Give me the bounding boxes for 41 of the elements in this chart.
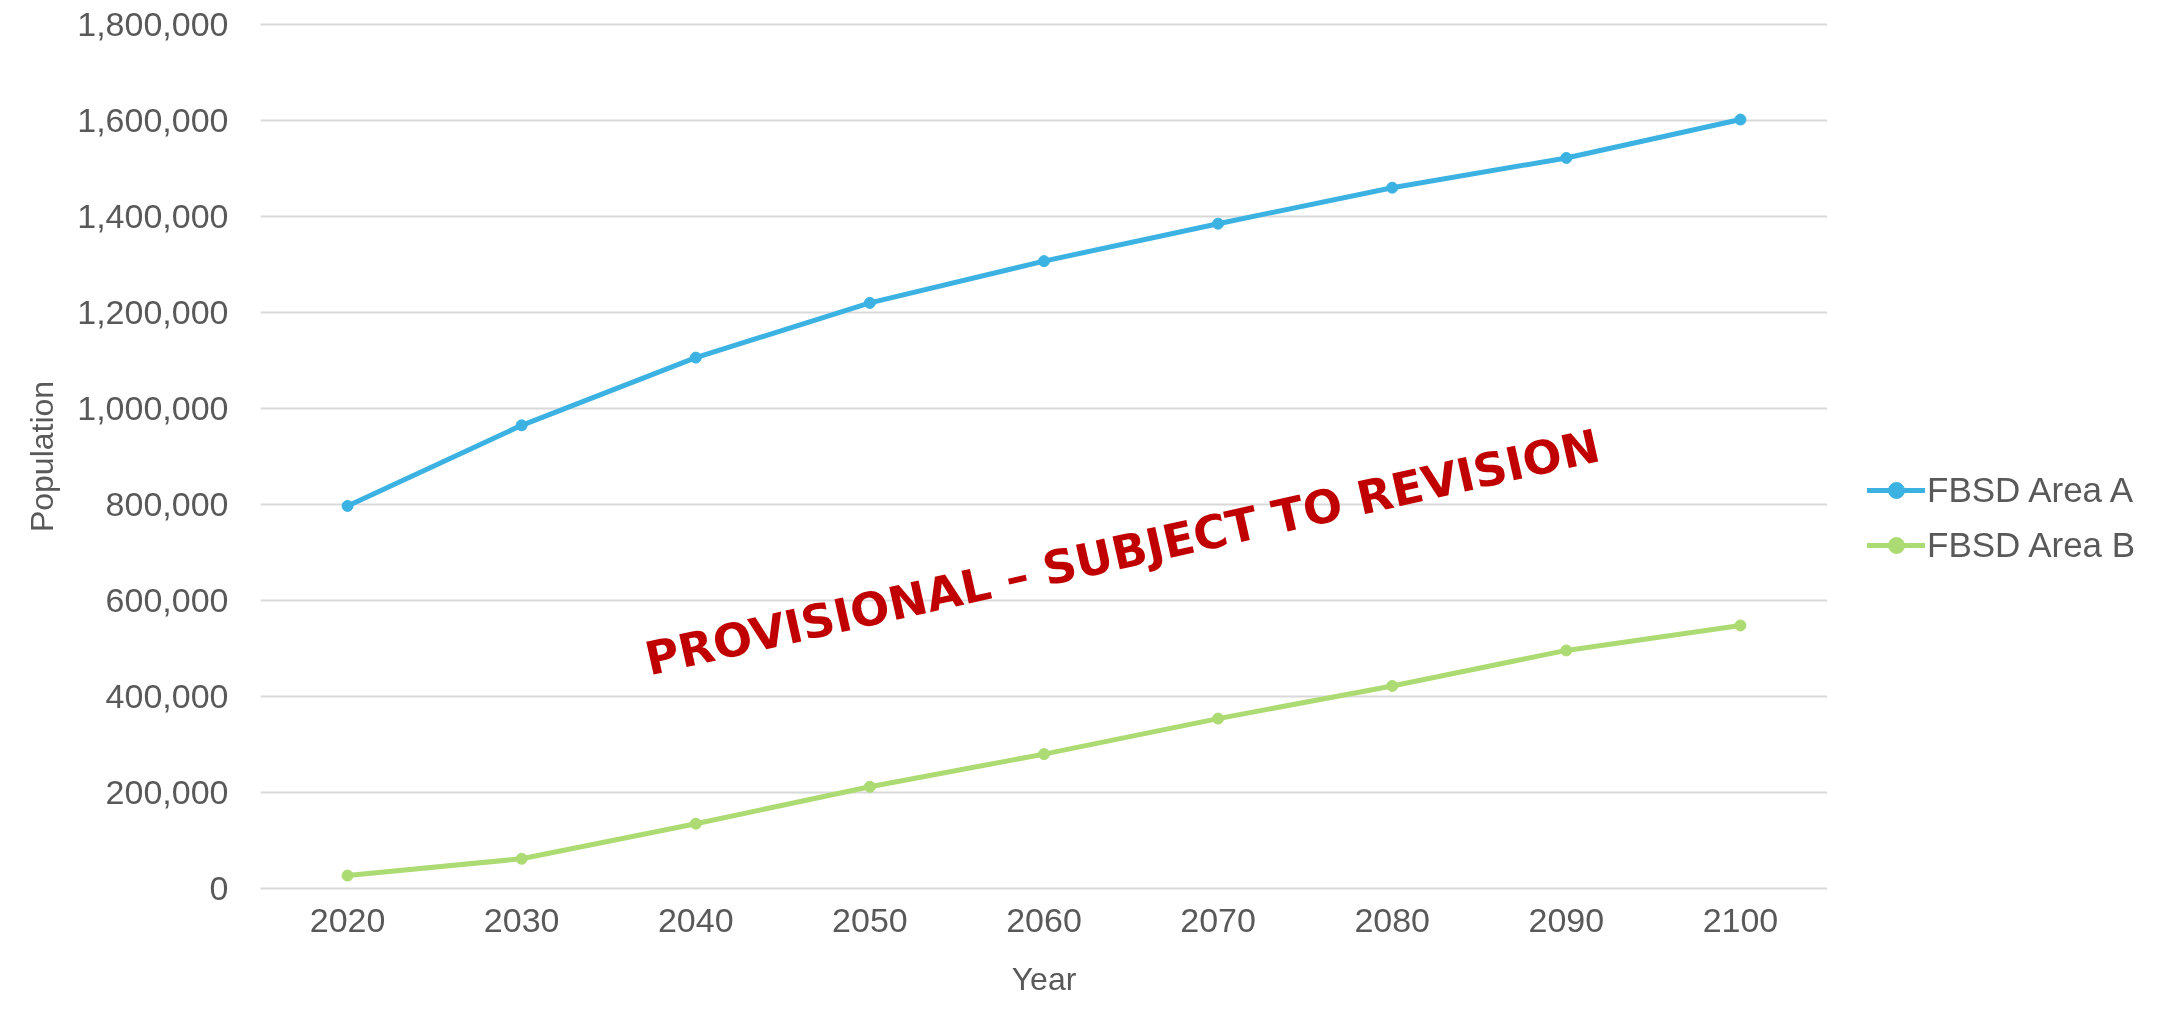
legend-label: FBSD Area A xyxy=(1927,470,2134,510)
y-tick-label: 1,000,000 xyxy=(77,389,229,427)
x-tick-label: 2080 xyxy=(1354,900,1431,939)
point xyxy=(1038,748,1050,761)
point xyxy=(1560,151,1573,164)
point xyxy=(1386,679,1399,692)
legend-label: FBSD Area B xyxy=(1927,525,2136,565)
point xyxy=(341,499,354,512)
x-tick-label: 2030 xyxy=(483,900,560,939)
x-tick-label: 2050 xyxy=(832,900,908,939)
x-tick-label: 2060 xyxy=(1006,900,1082,939)
y-axis-title: Population xyxy=(24,380,61,533)
point xyxy=(689,817,702,830)
point xyxy=(1212,217,1225,230)
point xyxy=(515,852,528,865)
point xyxy=(863,296,876,309)
x-tick-label: 2020 xyxy=(309,900,386,939)
x-tick-label: 2070 xyxy=(1180,900,1256,939)
y-tick-label: 1,600,000 xyxy=(77,101,229,139)
y-tick-label: 400,000 xyxy=(105,677,229,715)
x-tick-label: 2040 xyxy=(657,900,734,939)
point xyxy=(1212,712,1225,725)
y-tick-label: 200,000 xyxy=(105,773,229,811)
x-tick-label: 2100 xyxy=(1702,900,1779,939)
point xyxy=(863,780,876,793)
point xyxy=(689,351,702,364)
y-tick-label: 0 xyxy=(209,869,229,907)
y-tick-label: 1,200,000 xyxy=(77,293,229,331)
y-tick-label: 600,000 xyxy=(105,581,229,619)
point xyxy=(1038,255,1050,268)
point xyxy=(341,869,354,882)
y-tick-label: 1,800,000 xyxy=(77,5,229,43)
x-tick-label: 2090 xyxy=(1528,900,1605,939)
x-axis-title: Year xyxy=(1011,960,1077,997)
point xyxy=(1734,619,1747,632)
y-tick-label: 800,000 xyxy=(105,485,229,523)
point xyxy=(1734,113,1747,126)
point xyxy=(515,419,528,432)
point xyxy=(1560,644,1573,657)
point xyxy=(1386,181,1399,194)
y-tick-label: 1,400,000 xyxy=(77,197,229,235)
